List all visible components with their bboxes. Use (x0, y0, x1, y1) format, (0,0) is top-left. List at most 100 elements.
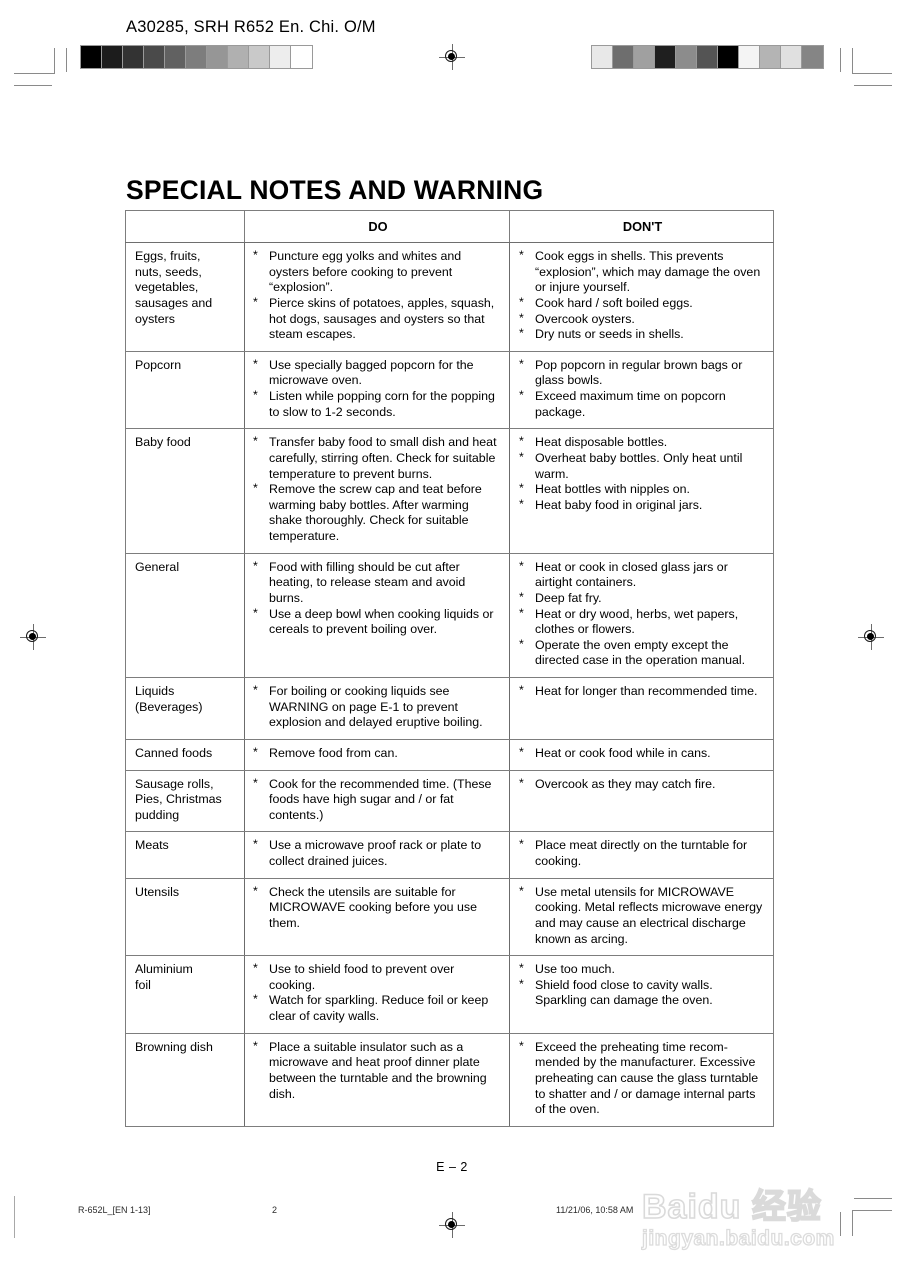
table-row: Aluminium foil * Use to shield food to pre… (125, 955, 774, 1034)
list-item-text: Puncture egg yolks and whites and oyster… (269, 249, 462, 295)
table-header-row: DO DON'T (125, 209, 774, 244)
table-row: Baby food * Transfer baby food to small di… (125, 428, 774, 554)
list-item: * Use specially bagged popcorn for the mi… (253, 356, 502, 389)
list-item: * Place a suitable insulator such as a mi… (253, 1039, 502, 1103)
cell-category: Liquids (Beverages) (125, 677, 245, 740)
do-list: * Use a microwave proof rack or plate to … (253, 837, 502, 869)
footer-sheet-number: 2 (272, 1205, 278, 1215)
do-list: * Remove food from can. (253, 745, 502, 762)
table-row: Sausage rolls, Pies, Christmas pudding * C… (125, 769, 774, 833)
do-list: * Check the utensils are suitable for MIC… (253, 884, 502, 932)
bullet-asterisk-icon: * (519, 388, 524, 403)
list-item: * Overheat baby bottles. Only heat until … (519, 449, 766, 482)
footer-timestamp: 11/21/06, 10:58 AM (556, 1205, 634, 1215)
do-list: * Use specially bagged popcorn for the mi… (253, 356, 502, 421)
table-row: Popcorn * Use specially bagged popcorn for… (125, 350, 774, 430)
dont-list: * Use metal utensils for MICROWAVE cookin… (519, 883, 766, 948)
registration-target-right (858, 624, 884, 650)
greyscale-swatch (123, 46, 144, 68)
cell-category: Popcorn (125, 350, 245, 430)
list-item: * Cook hard / soft boiled eggs. (519, 295, 766, 312)
list-item-text: Use specially bagged popcorn for the mic… (269, 357, 474, 388)
category-label: Liquids (Beverages) (135, 684, 203, 714)
list-item: * Use to shield food to prevent over cook… (253, 961, 502, 993)
crop-mark-top-left (14, 48, 70, 88)
cell-dont: * Place meat directly on the turntable fo… (509, 831, 774, 879)
dont-list: * Use too much. * Shield food close to cavi… (519, 961, 766, 1009)
bullet-asterisk-icon: * (253, 683, 258, 698)
list-item: * Use a deep bowl when cooking liquids or… (253, 605, 502, 638)
registration-target-left (20, 624, 46, 650)
bullet-asterisk-icon: * (253, 294, 258, 309)
cell-category: Canned foods (125, 738, 245, 771)
category-label: Popcorn (135, 357, 182, 372)
list-item: * Check the utensils are suitable for MIC… (253, 884, 502, 932)
greyscale-swatch (102, 46, 123, 68)
list-item-text: Food with filling should be cut after he… (269, 559, 466, 605)
list-item-text: Remove food from can. (269, 745, 398, 760)
cell-category: General (125, 552, 245, 679)
list-item: * Transfer baby food to small dish and he… (253, 434, 502, 482)
bullet-asterisk-icon: * (253, 248, 258, 263)
list-item-text: Deep fat fry. (535, 590, 602, 605)
list-item: * Overcook as they may catch fire. (519, 775, 766, 793)
list-item: * Use too much. (519, 961, 766, 978)
cell-dont: * Heat or cook food while in cans. (509, 738, 774, 771)
bullet-asterisk-icon: * (519, 449, 524, 464)
cell-category: Utensils (125, 877, 245, 957)
bullet-asterisk-icon: * (519, 683, 524, 698)
bullet-asterisk-icon: * (519, 356, 524, 371)
list-item: * Puncture egg yolks and whites and oyste… (253, 248, 502, 296)
bullet-asterisk-icon: * (519, 775, 524, 790)
list-item-text: Place meat directly on the turntable for… (535, 838, 748, 869)
cell-category: Aluminium foil (125, 955, 245, 1034)
list-item: * Food with filling should be cut after h… (253, 559, 502, 607)
list-item-text: Use metal utensils for MICROWAVE cooking… (535, 884, 763, 946)
category-label: Aluminium foil (135, 962, 193, 992)
list-item-text: Pop popcorn in regular brown bags or gla… (535, 357, 743, 388)
registration-target-bottom (439, 1212, 465, 1238)
list-item-text: Heat bottles with nipples on. (535, 482, 690, 497)
bullet-asterisk-icon: * (253, 605, 258, 620)
bullet-asterisk-icon: * (519, 961, 524, 976)
bullet-asterisk-icon: * (519, 481, 524, 496)
list-item-text: Overheat baby bottles. Only heat until w… (535, 450, 743, 481)
dont-list: * Heat disposable bottles. * Overheat baby … (519, 434, 766, 514)
list-item-text: Heat or cook food while in cans. (535, 745, 711, 760)
do-list: * Puncture egg yolks and whites and oyste… (253, 248, 502, 343)
greyscale-swatch (81, 46, 102, 68)
list-item-text: Cook for the recommended time. (These fo… (269, 776, 492, 822)
list-item: * Watch for sparkling. Reduce foil or kee… (253, 992, 502, 1024)
bullet-asterisk-icon: * (519, 496, 524, 511)
list-item-text: Exceed the preheating time recom-mended … (535, 1039, 759, 1117)
list-item: * Heat disposable bottles. (519, 434, 766, 451)
greyscale-swatch (718, 46, 739, 68)
cell-do: * Remove food from can. (244, 738, 510, 771)
dont-list: * Place meat directly on the turntable fo… (519, 837, 766, 869)
bullet-asterisk-icon: * (519, 434, 524, 449)
registration-target-top (439, 44, 465, 70)
list-item: * Heat baby food in original jars. (519, 496, 766, 514)
bullet-asterisk-icon: * (253, 388, 258, 403)
cell-dont: * Pop popcorn in regular brown bags or gl… (509, 350, 774, 430)
bullet-asterisk-icon: * (519, 636, 524, 651)
bullet-asterisk-icon: * (519, 326, 524, 341)
column-header-dont: DON'T (509, 209, 774, 244)
bullet-asterisk-icon: * (253, 356, 258, 371)
do-list: * For boiling or cooking liquids see WARN… (253, 683, 502, 731)
list-item-text: Cook eggs in shells. This prevents “expl… (535, 249, 761, 295)
list-item: * Remove the screw cap and teat before wa… (253, 481, 502, 545)
bullet-asterisk-icon: * (519, 883, 524, 898)
greyscale-swatch (270, 46, 291, 68)
category-label: Browning dish (135, 1039, 213, 1054)
cell-do: * For boiling or cooking liquids see WARN… (244, 677, 510, 740)
category-label: Baby food (135, 435, 191, 450)
list-item-text: Watch for sparkling. Reduce foil or keep… (269, 993, 489, 1024)
dont-list: * Heat for longer than recommended time. (519, 683, 766, 700)
document-code-label: A30285, SRH R652 En. Chi. O/M (126, 18, 376, 36)
cell-do: * Cook for the recommended time. (These f… (244, 769, 510, 833)
cell-do: * Check the utensils are suitable for MIC… (244, 877, 510, 957)
list-item: * Shield food close to cavity walls. Spar… (519, 977, 766, 1009)
list-item: * Deep fat fry. (519, 590, 766, 607)
list-item-text: Heat or cook in closed glass jars or air… (535, 559, 728, 590)
